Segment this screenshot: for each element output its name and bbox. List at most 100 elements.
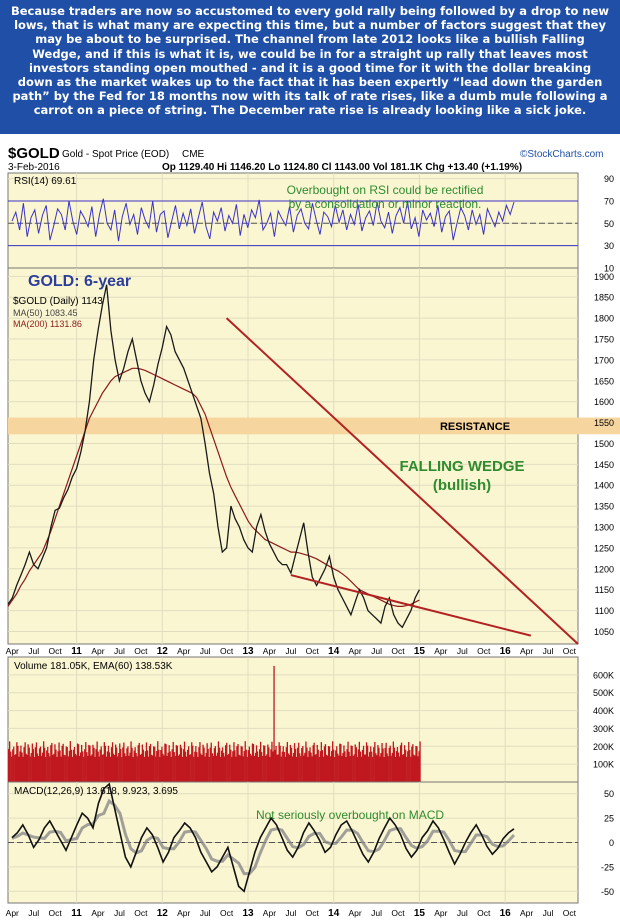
volume-bar	[226, 742, 228, 782]
x-tick-label: 13	[242, 908, 254, 919]
price-legend-gold-name: $GOLD (Daily)	[13, 296, 79, 307]
y-tick-label: 200K	[593, 742, 614, 752]
volume-bar	[365, 742, 368, 782]
volume-bar	[96, 741, 98, 782]
volume-bar	[57, 751, 59, 782]
volume-bar	[340, 744, 342, 782]
volume-bar	[363, 754, 366, 782]
x-tick-label: Oct	[477, 646, 491, 656]
volume-bar	[194, 751, 196, 782]
volume-bar	[102, 754, 104, 782]
volume-bar	[254, 752, 257, 782]
y-tick-label: 1350	[594, 502, 614, 512]
volume-bar	[241, 746, 243, 782]
volume-bar	[58, 742, 60, 782]
volume-bar	[147, 756, 150, 782]
volume-bar	[177, 755, 179, 782]
volume-bar	[190, 754, 192, 782]
x-tick-label: Jul	[457, 646, 468, 656]
volume-bar	[185, 756, 188, 782]
volume-bar	[229, 744, 231, 782]
volume-bar	[404, 745, 406, 782]
volume-bar	[351, 745, 353, 782]
volume-bar	[111, 742, 114, 782]
volume-bar	[92, 744, 94, 782]
volume-bar	[27, 744, 29, 782]
volume-bar	[15, 754, 17, 782]
y-tick-label: 50	[604, 219, 614, 229]
volume-bar	[347, 741, 349, 782]
volume-bar	[100, 746, 102, 782]
volume-bar	[274, 749, 276, 782]
volume-bar	[64, 755, 66, 782]
volume-bar	[118, 753, 120, 782]
volume-bar	[317, 749, 319, 782]
volume-bar	[105, 756, 107, 782]
volume-bar	[200, 753, 202, 782]
volume-bar	[275, 746, 277, 782]
volume-bar	[349, 756, 351, 782]
volume-bar	[343, 745, 345, 782]
volume-bar	[179, 744, 182, 782]
volume-bar	[285, 747, 287, 782]
volume-bar	[28, 747, 30, 782]
wedge-upper-trendline	[225, 317, 579, 645]
volume-bar	[116, 747, 118, 782]
volume-bar	[181, 756, 184, 782]
volume-bar	[19, 751, 21, 782]
volume-bar	[375, 753, 377, 782]
volume-bar	[164, 743, 166, 782]
volume-bar	[292, 753, 295, 782]
x-tick-label: 12	[157, 908, 169, 919]
volume-bar	[121, 757, 123, 782]
macd-legend: MACD(12,26,9) 13.618, 9.923, 3.695	[14, 786, 178, 797]
y-tick-label: 500K	[593, 688, 614, 698]
volume-bar	[271, 741, 273, 782]
volume-bar	[331, 751, 333, 782]
volume-bar	[135, 753, 137, 782]
volume-bar	[320, 742, 322, 782]
volume-bar	[389, 745, 391, 782]
price-legend-gold-last: 1143	[81, 296, 103, 307]
volume-bar	[205, 753, 207, 782]
volume-bar	[265, 755, 267, 782]
volume-bar	[364, 754, 367, 782]
volume-bar	[60, 756, 62, 782]
volume-bar	[345, 757, 347, 782]
volume-bar	[146, 750, 149, 782]
volume-bar	[380, 753, 382, 782]
chart-date: 3-Feb-2016	[8, 162, 60, 173]
x-tick-label: 11	[71, 908, 82, 919]
volume-bar	[361, 749, 364, 782]
volume-bar	[196, 752, 198, 782]
volume-bar	[384, 747, 386, 782]
x-tick-label: 13	[242, 646, 254, 657]
x-tick-label: Jul	[543, 908, 554, 918]
x-tick-label: Apr	[263, 646, 276, 656]
volume-bar	[106, 751, 108, 782]
volume-bar	[360, 756, 363, 782]
y-tick-label: 0	[609, 838, 614, 848]
volume-bar	[322, 756, 324, 782]
rsi-grid	[8, 173, 578, 269]
volume-bar	[182, 749, 185, 782]
volume-bar	[287, 753, 290, 782]
volume-bar	[133, 750, 135, 782]
volume-bar	[304, 752, 306, 782]
volume-bar	[374, 741, 376, 782]
volume-bar	[253, 755, 256, 782]
volume-bar	[411, 746, 413, 782]
volume-bar	[252, 744, 255, 782]
volume-bar	[198, 747, 200, 782]
volume-bar	[54, 744, 56, 782]
volume-bar	[276, 754, 278, 782]
volume-bar	[405, 749, 407, 782]
volume-bar	[367, 745, 369, 782]
x-tick-label: 16	[500, 646, 512, 657]
rsi-panel: 90 70 50 30 10 RSI(14) 69.61 Overbought on R…	[7, 172, 614, 274]
volume-bar	[240, 746, 242, 782]
volume-bar	[355, 747, 357, 782]
volume-panel: 600K 500K 400K 300K 200K 100K Volume 181.05K,…	[7, 656, 614, 783]
volume-bar	[112, 753, 115, 782]
volume-bar	[145, 742, 148, 782]
